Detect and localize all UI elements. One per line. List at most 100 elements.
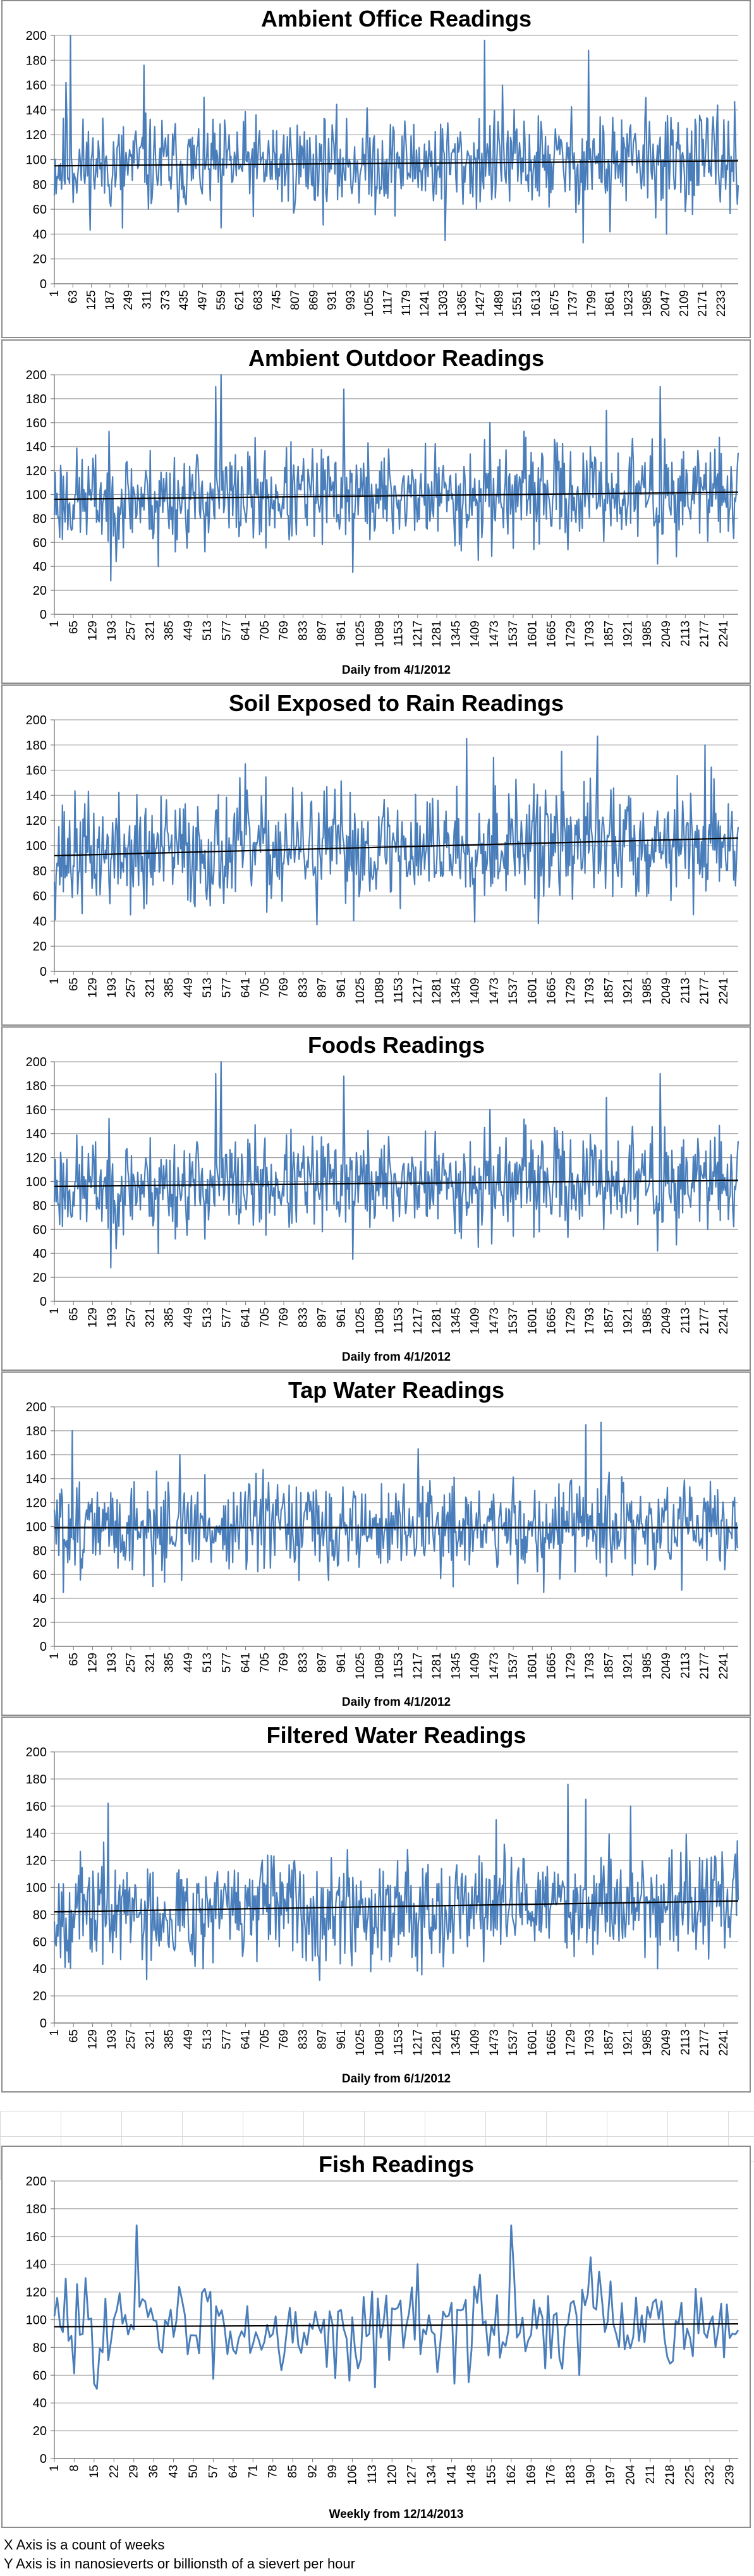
x-tick-label: 1409 [469,978,482,1004]
x-tick-label: 193 [106,2029,119,2050]
x-tick-label: 513 [201,1653,214,1673]
x-tick-label: 1857 [602,2029,616,2056]
x-tick-label: 1345 [449,978,463,1004]
y-tick-label: 80 [33,1199,47,1213]
x-tick-label: 1665 [545,1308,559,1334]
x-tick-label: 1473 [488,1308,501,1334]
y-tick-label: 40 [33,1247,47,1261]
x-tick-label: 257 [125,2029,138,2050]
y-tick-label: 140 [26,1473,47,1486]
x-tick-label: 641 [240,1653,253,1673]
y-tick-label: 60 [33,1935,47,1949]
x-tick-label: 1217 [411,1308,425,1334]
x-tick-label: 2047 [659,290,672,317]
x-tick-label: 1179 [400,290,413,316]
x-tick-label: 961 [335,978,348,998]
chart-ambient-office[interactable]: Ambient Office Readings 0 20 40 60 80 100 120 14… [1,0,751,338]
x-tick-label: 129 [87,978,100,998]
chart-title: Fish Readings [319,2151,474,2177]
x-tick-label: 1241 [418,290,432,317]
chart-svg: Ambient Outdoor Readings 0 20 40 60 80 100 120 1… [26,345,739,677]
x-tick-label: 1985 [641,2029,654,2056]
x-tick-label: 1281 [430,978,444,1004]
x-tick-label: 193 [106,1653,119,1673]
x-tick-label: 1345 [449,1308,463,1334]
x-tick-label: 931 [326,290,339,310]
series-line [53,1783,739,1981]
x-tick-label: 99 [326,2465,339,2478]
x-tick-label: 1025 [354,621,367,647]
chart-filtered-water[interactable]: Filtered Water Readings 0 20 40 60 80 100 120 14… [1,1716,751,2093]
x-tick-label: 257 [125,1653,138,1673]
x-tick-label: 1 [48,2029,61,2036]
x-tick-label: 2049 [660,621,673,647]
x-tick-label: 497 [196,290,209,310]
x-tick-label: 705 [258,1653,272,1673]
x-tick-label: 2113 [679,978,692,1004]
x-tick-label: 577 [220,2029,233,2050]
y-tick-label: 120 [26,814,47,828]
y-tick-label: 80 [33,865,47,878]
x-tick-label: 257 [125,1308,138,1328]
x-tick-label: 961 [335,2029,348,2050]
y-tick-label: 100 [26,2314,47,2328]
x-tick-label: 577 [220,1308,233,1328]
x-tick-label: 1985 [641,1308,654,1334]
x-tick-label: 745 [271,290,284,310]
x-tick-label: 961 [335,621,348,641]
x-tick-label: 29 [128,2465,141,2478]
y-tick-label: 100 [26,839,47,853]
x-tick-label: 1861 [604,290,617,317]
x-tick-label: 1025 [354,2029,367,2056]
x-tick-label: 321 [143,2029,157,2050]
y-tick-label: 160 [26,79,47,93]
x-tick-label: 641 [240,2029,253,2050]
x-tick-label: 78 [267,2465,280,2478]
x-tick-label: 1985 [641,1653,654,1679]
y-tick-label: 200 [26,29,47,43]
chart-soil-rain[interactable]: Soil Exposed to Rain Readings 0 20 40 60 80 10… [1,684,751,1026]
x-tick-label: 1365 [456,290,469,317]
x-tick-label: 1601 [526,1653,539,1679]
x-tick-label: 1089 [373,978,386,1004]
x-tick-label: 187 [104,290,117,310]
x-tick-label: 1473 [488,621,501,647]
x-tick-label: 1799 [585,290,599,317]
y-tick-label: 180 [26,392,47,406]
y-tick-label: 180 [26,2202,47,2216]
chart-ambient-outdoor[interactable]: Ambient Outdoor Readings 0 20 40 60 80 100 120 1… [1,339,751,684]
x-tick-label: 1551 [511,290,525,317]
y-tick-label: 120 [26,1854,47,1868]
chart-tap-water[interactable]: Tap Water Readings 0 20 40 60 80 100 120 140 160 1… [1,1371,751,1716]
x-tick-label: 120 [386,2465,399,2485]
x-tick-label: 1537 [507,978,520,1004]
y-tick-label: 100 [26,1521,47,1534]
x-tick-label: 321 [143,1653,157,1673]
x-tick-label: 373 [159,290,173,310]
x-tick-label: 1 [48,978,61,985]
x-tick-label: 2177 [698,978,712,1004]
y-tick-label: 180 [26,1079,47,1093]
chart-foods[interactable]: Foods Readings 0 20 40 60 80 100 120 140 160 180 20… [1,1026,751,1371]
y-tick-label: 0 [40,1640,47,1654]
x-tick-label: 449 [182,2029,195,2050]
x-tick-label: 1 [48,621,61,628]
x-tick-label: 559 [215,290,228,310]
y-tick-label: 180 [26,54,47,68]
x-tick-label: 1537 [507,1308,520,1334]
chart-fish[interactable]: Fish Readings 0 20 40 60 80 100 120 140 160 180 200… [1,2146,751,2528]
x-tick-label: 2177 [698,1653,712,1679]
x-tick-label: 1217 [411,1653,425,1679]
x-tick-label: 22 [107,2465,121,2478]
x-tick-label: 869 [307,290,320,310]
x-tick-label: 1665 [545,1653,559,1679]
x-tick-label: 1153 [392,978,406,1004]
chart-svg: Foods Readings 0 20 40 60 80 100 120 140 160 180 20… [26,1032,739,1364]
x-tick-label: 705 [258,1308,272,1328]
chart-svg: Ambient Office Readings02040608010012014… [26,6,739,317]
x-tick-label: 197 [604,2465,617,2485]
x-tick-label: 1665 [545,621,559,647]
x-tick-label: 1729 [564,2029,578,2056]
x-tick-label: 513 [201,1308,214,1328]
x-tick-label: 2049 [660,1653,673,1679]
